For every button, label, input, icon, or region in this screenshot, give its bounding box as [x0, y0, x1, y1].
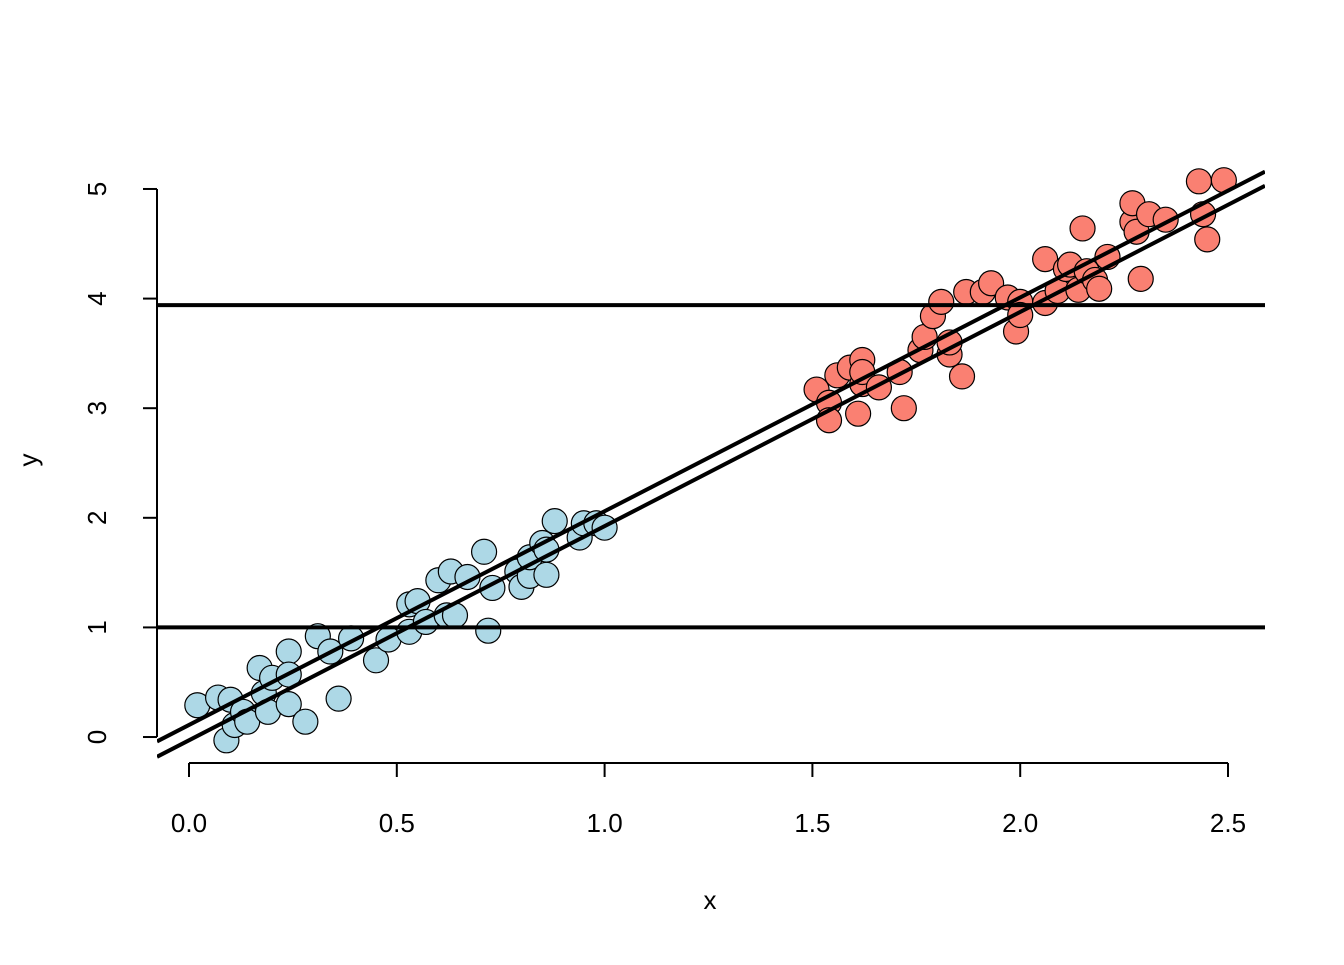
y-tick-label: 1	[82, 620, 112, 634]
point	[978, 270, 1005, 297]
point	[845, 400, 872, 427]
fit-line	[157, 169, 1265, 744]
y-tick-label: 4	[82, 291, 112, 305]
x-tick-label: 0.5	[379, 808, 415, 838]
point	[1069, 215, 1096, 242]
x-axis-label: x	[704, 885, 717, 915]
x-tick-label: 2.0	[1002, 808, 1038, 838]
point	[325, 685, 352, 712]
point	[948, 363, 976, 390]
x-tick-label: 0.0	[171, 808, 207, 838]
point	[541, 507, 568, 535]
point	[533, 561, 560, 588]
point	[1127, 265, 1154, 292]
point	[1086, 275, 1113, 302]
fit-line	[157, 184, 1265, 759]
x-tick-label: 2.5	[1210, 808, 1246, 838]
plot-clip	[157, 167, 1265, 759]
x-tick-label: 1.0	[587, 808, 623, 838]
x-tick-label: 1.5	[794, 808, 830, 838]
point	[275, 638, 302, 665]
point	[470, 538, 498, 565]
y-tick-label: 5	[82, 182, 112, 196]
y-axis-label: y	[13, 454, 43, 467]
point	[1194, 226, 1221, 253]
point	[1185, 168, 1213, 195]
point	[890, 395, 917, 422]
point	[928, 288, 955, 315]
point	[362, 647, 390, 674]
point	[292, 708, 319, 735]
point	[475, 617, 502, 644]
plot-area: 0.0 0.5 1.0 1.5 2.0 2.5 0 1 2 3 4 5	[82, 167, 1265, 838]
point	[275, 691, 302, 718]
y-tick-label: 2	[82, 511, 112, 525]
y-tick-label: 0	[82, 730, 112, 744]
y-tick-label: 3	[82, 401, 112, 415]
